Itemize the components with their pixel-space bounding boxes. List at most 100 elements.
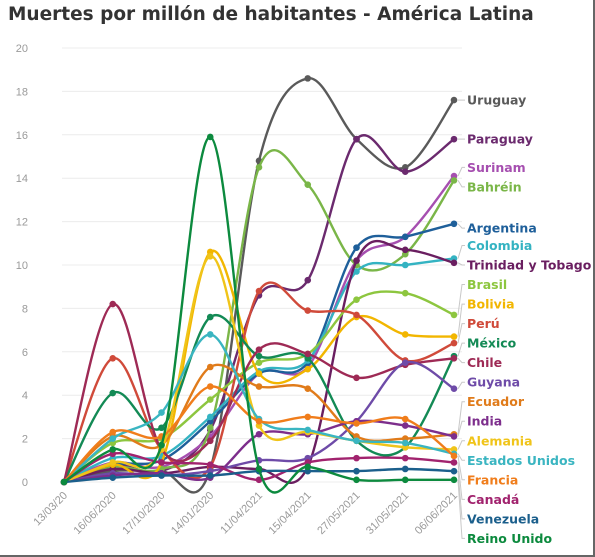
data-point xyxy=(353,268,360,275)
data-point xyxy=(109,389,117,397)
leader-line xyxy=(457,357,465,364)
data-point xyxy=(255,417,263,425)
series-line xyxy=(62,313,456,483)
series-reino-unido xyxy=(60,133,458,494)
data-point xyxy=(255,346,263,353)
leader-line xyxy=(457,323,465,344)
data-point xyxy=(206,331,214,338)
leader-line xyxy=(457,471,465,520)
y-tick-label: 16 xyxy=(16,130,28,142)
chart-title: Muertes por millón de habitantes - Améri… xyxy=(8,4,534,25)
end-label: Guyana xyxy=(457,375,520,390)
end-label: Colombia xyxy=(457,238,532,259)
data-point xyxy=(401,415,409,423)
y-tick-label: 4 xyxy=(22,390,28,402)
y-tick-label: 8 xyxy=(22,303,28,315)
leader-line xyxy=(457,462,465,500)
y-tick-label: 2 xyxy=(22,434,28,446)
data-point xyxy=(158,424,165,432)
data-point xyxy=(304,365,312,373)
label-layer: Uruguay Paraguay Surinam Bahréin Argentina Co… xyxy=(457,93,592,546)
series-line xyxy=(63,239,455,484)
data-point xyxy=(353,311,360,319)
y-tick-label: 14 xyxy=(16,173,28,185)
end-label: India xyxy=(457,414,502,437)
data-point xyxy=(401,359,409,366)
end-label: Brasil xyxy=(457,277,507,315)
series-label: México xyxy=(467,336,517,351)
data-point xyxy=(255,359,263,366)
data-point xyxy=(401,331,409,338)
series-label: Chile xyxy=(467,355,502,370)
end-label: Uruguay xyxy=(458,93,526,108)
data-point xyxy=(401,289,409,297)
data-point xyxy=(450,355,458,362)
y-tick-label: 6 xyxy=(22,347,28,359)
series-label: Brasil xyxy=(467,277,507,292)
data-point xyxy=(353,374,360,382)
series-layer xyxy=(60,75,458,494)
series-label: Perú xyxy=(467,316,500,331)
leader-line xyxy=(457,303,465,337)
leader-line xyxy=(457,180,465,188)
data-point xyxy=(109,355,117,362)
series-label: Argentina xyxy=(467,221,537,236)
data-point xyxy=(255,164,263,171)
data-point xyxy=(255,476,263,484)
data-point xyxy=(401,476,409,484)
leader-line xyxy=(457,284,465,315)
data-point xyxy=(109,474,117,481)
x-tick-label: 14/01/2020 xyxy=(169,490,216,537)
x-tick-label: 17/10/2020 xyxy=(120,490,167,537)
end-label: Estados Unidos xyxy=(457,453,575,468)
data-point xyxy=(401,233,409,241)
data-point xyxy=(206,413,214,421)
data-point xyxy=(401,168,409,175)
data-point xyxy=(109,428,117,436)
data-point xyxy=(450,339,458,347)
data-point xyxy=(401,422,409,429)
data-point xyxy=(255,287,263,295)
end-label: Bolivia xyxy=(457,297,515,337)
data-point xyxy=(401,454,409,462)
end-label: Chile xyxy=(457,355,502,370)
series-label: Alemania xyxy=(467,433,533,448)
data-point xyxy=(353,467,360,475)
end-label: Bahréin xyxy=(457,179,522,194)
data-point xyxy=(255,370,263,377)
data-point xyxy=(304,181,312,189)
x-tick-label: 13/03/20 xyxy=(31,490,70,529)
end-label: Francia xyxy=(457,455,518,487)
data-point xyxy=(304,307,312,314)
series-label: Colombia xyxy=(467,238,532,253)
series-label: Guyana xyxy=(467,375,520,390)
series-line xyxy=(63,149,456,484)
y-tick-label: 12 xyxy=(16,217,28,229)
data-point xyxy=(109,435,117,442)
data-point xyxy=(304,426,312,434)
series-label: Trinidad y Tobago xyxy=(467,258,592,273)
data-point xyxy=(158,409,165,416)
data-point xyxy=(206,313,214,321)
series-label: Canadá xyxy=(467,492,519,507)
leader-line xyxy=(457,453,465,461)
data-point xyxy=(450,459,458,466)
grid-layer xyxy=(62,47,462,483)
end-label: Argentina xyxy=(457,221,537,236)
data-point xyxy=(450,467,458,475)
data-point xyxy=(401,439,409,447)
series-line xyxy=(63,363,455,483)
data-point xyxy=(158,472,165,479)
data-point xyxy=(353,454,360,462)
y-tick-label: 10 xyxy=(16,260,28,272)
data-point xyxy=(158,441,165,449)
leader-line xyxy=(457,166,465,177)
end-label: Venezuela xyxy=(457,471,539,526)
leader-line xyxy=(457,479,465,539)
data-point xyxy=(450,177,458,184)
x-tick-label: 15/04/2021 xyxy=(266,490,313,537)
end-label: Alemania xyxy=(457,433,533,450)
data-point xyxy=(450,259,458,267)
data-point xyxy=(353,244,360,251)
series-label: Paraguay xyxy=(467,132,533,147)
